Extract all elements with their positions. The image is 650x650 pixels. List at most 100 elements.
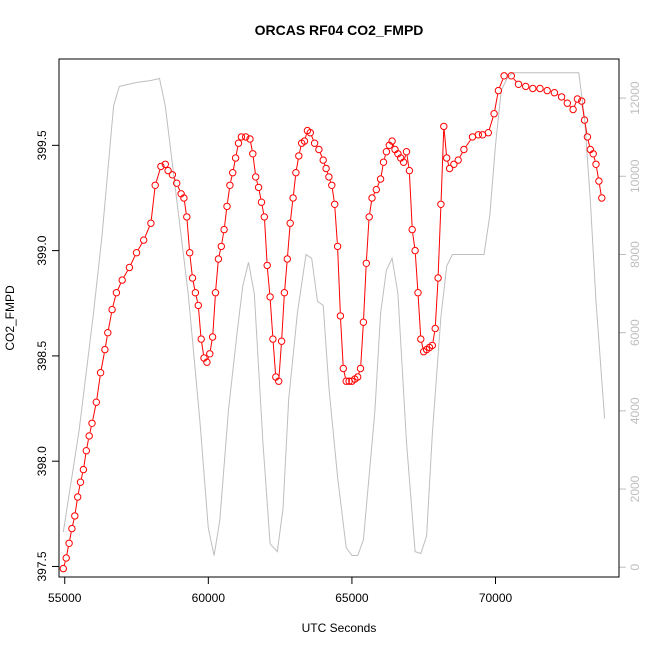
chart-title: ORCAS RF04 CO2_FMPD: [255, 22, 424, 38]
x-tick-label: 60000: [192, 591, 226, 605]
co2-point: [569, 105, 577, 114]
altitude-line: [62, 72, 606, 556]
co2-point: [118, 276, 126, 284]
co2-connector: [587, 140, 590, 147]
co2-point: [529, 84, 537, 93]
co2-connector: [233, 161, 236, 170]
co2-point: [388, 137, 396, 145]
co2-point: [300, 137, 309, 145]
co2-point: [368, 194, 376, 202]
co2-connector: [414, 254, 419, 290]
co2-point: [283, 255, 291, 263]
co2-point: [186, 249, 194, 257]
co2-connector: [207, 357, 210, 359]
co2-connector: [83, 454, 87, 467]
co2-connector: [80, 473, 84, 479]
co2-point: [484, 129, 492, 137]
y-tick-label: 399.0: [35, 235, 49, 265]
co2-point: [507, 72, 515, 80]
co2-connector: [74, 500, 78, 513]
co2-point: [68, 524, 76, 533]
y-tick-label: 398.5: [35, 341, 49, 371]
co2-series: [59, 72, 606, 573]
co2-connector: [366, 220, 370, 260]
co2-connector: [215, 262, 219, 290]
co2-point: [92, 398, 101, 406]
co2-connector: [100, 353, 105, 370]
co2-point: [592, 160, 600, 169]
co2-connector: [369, 201, 372, 214]
co2-point: [96, 369, 105, 377]
co2-point: [280, 289, 289, 297]
co2-point: [557, 93, 566, 101]
co2-point: [376, 175, 385, 183]
co2-connector: [77, 485, 81, 494]
co2-point: [260, 213, 268, 221]
co2-point: [59, 564, 67, 573]
co2-point: [231, 154, 240, 162]
co2-point: [583, 133, 592, 141]
x-tick-label: 55000: [48, 591, 82, 605]
co2-connector: [69, 532, 72, 540]
co2-point: [342, 377, 350, 385]
co2-connector: [281, 296, 285, 338]
co2-connector: [177, 186, 181, 191]
co2-connector: [380, 165, 384, 176]
y2-tick-label: 4000: [628, 397, 642, 424]
co2-connector: [108, 313, 112, 330]
y2-tick-label: 0: [628, 564, 642, 571]
co2-connector: [421, 342, 424, 349]
co2-point: [76, 478, 85, 486]
co2-connector: [584, 123, 588, 134]
co2-connector: [112, 296, 116, 307]
co2-connector: [392, 144, 395, 147]
co2-connector: [198, 309, 202, 336]
co2-point: [125, 263, 134, 272]
co2-connector: [574, 102, 577, 107]
co2-point: [402, 148, 411, 156]
co2-point: [147, 219, 155, 227]
co2-point: [88, 419, 96, 427]
co2-point: [536, 84, 544, 93]
co2-connector: [569, 105, 571, 108]
co2-point: [315, 145, 323, 154]
co2-point: [197, 335, 205, 343]
co2-connector: [360, 325, 364, 365]
co2-point: [194, 301, 203, 310]
co2-point: [257, 198, 266, 206]
co2-connector: [66, 546, 69, 555]
co2-point: [372, 185, 380, 194]
co2-point: [460, 145, 468, 154]
co2-point: [490, 110, 498, 118]
co2-connector: [319, 152, 323, 157]
co2-point: [263, 261, 271, 270]
co2-connector: [596, 167, 599, 178]
co2-point: [242, 133, 250, 141]
co2-point: [428, 341, 436, 350]
co2-connector: [334, 207, 338, 243]
co2-point: [328, 181, 336, 190]
co2-point: [595, 177, 603, 185]
co2-connector: [123, 270, 128, 278]
co2-connector: [186, 220, 190, 250]
co2-connector: [96, 376, 101, 399]
co2-connector: [261, 205, 265, 214]
co2-point: [173, 179, 181, 187]
co2-connector: [256, 180, 259, 185]
co2-point: [434, 274, 442, 282]
co2-point: [295, 152, 303, 160]
co2-connector: [92, 405, 97, 420]
co2-point: [246, 135, 254, 143]
co2-connector: [363, 266, 367, 319]
co2-point: [336, 312, 345, 320]
co2-point: [578, 97, 586, 105]
co2-connector: [373, 192, 376, 195]
co2-connector: [218, 249, 221, 256]
co2-point: [589, 150, 597, 158]
co2-connector: [331, 188, 335, 201]
co2-point: [522, 82, 530, 91]
co2-point: [331, 200, 339, 209]
y2-tick-label: 8000: [628, 241, 642, 268]
co2-connector: [235, 146, 239, 155]
y-tick-label: 398.0: [35, 446, 49, 476]
